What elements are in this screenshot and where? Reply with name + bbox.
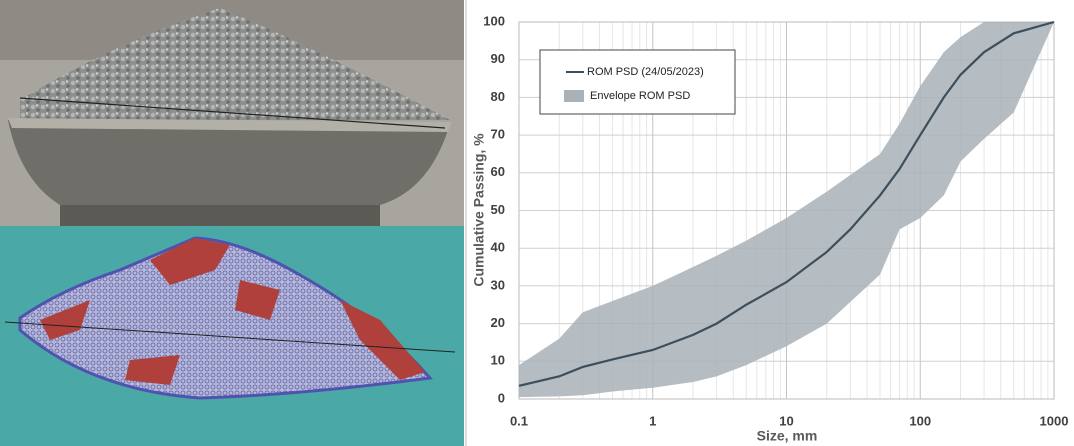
y-tick-label: 80 [491,89,505,104]
figure: Size, mm Cumulative Passing, % 0 10 20 30 40… [0,0,1074,446]
y-axis-label: Cumulative Passing, % [471,133,487,287]
y-tick-label: 0 [498,390,505,405]
x-tick-label: 100 [909,413,931,428]
y-tick-label: 90 [491,51,505,66]
x-tick-label: 0.1 [510,413,528,428]
x-tick-label: 10 [779,413,793,428]
y-tick-label: 70 [491,127,505,142]
x-tick-label: 1000 [1040,413,1069,428]
legend-label: ROM PSD (24/05/2023) [587,66,704,78]
y-tick-label: 10 [491,353,505,368]
y-tick-label: 60 [491,164,505,179]
x-axis-label: Size, mm [757,428,818,444]
y-tick-label: 100 [483,13,505,28]
y-tick-label: 30 [491,277,505,292]
x-tick-label: 1 [649,413,656,428]
legend-box [540,50,735,114]
legend-label: Envelope ROM PSD [590,90,690,102]
page: Size, mm Cumulative Passing, % 0 10 20 30 40… [0,0,1074,446]
y-tick-label: 50 [491,202,505,217]
y-tick-label: 40 [491,240,505,255]
photo-segmentation [0,226,464,446]
y-tick-label: 20 [491,315,505,330]
legend-swatch [564,90,584,102]
photo-crusher [0,0,464,226]
